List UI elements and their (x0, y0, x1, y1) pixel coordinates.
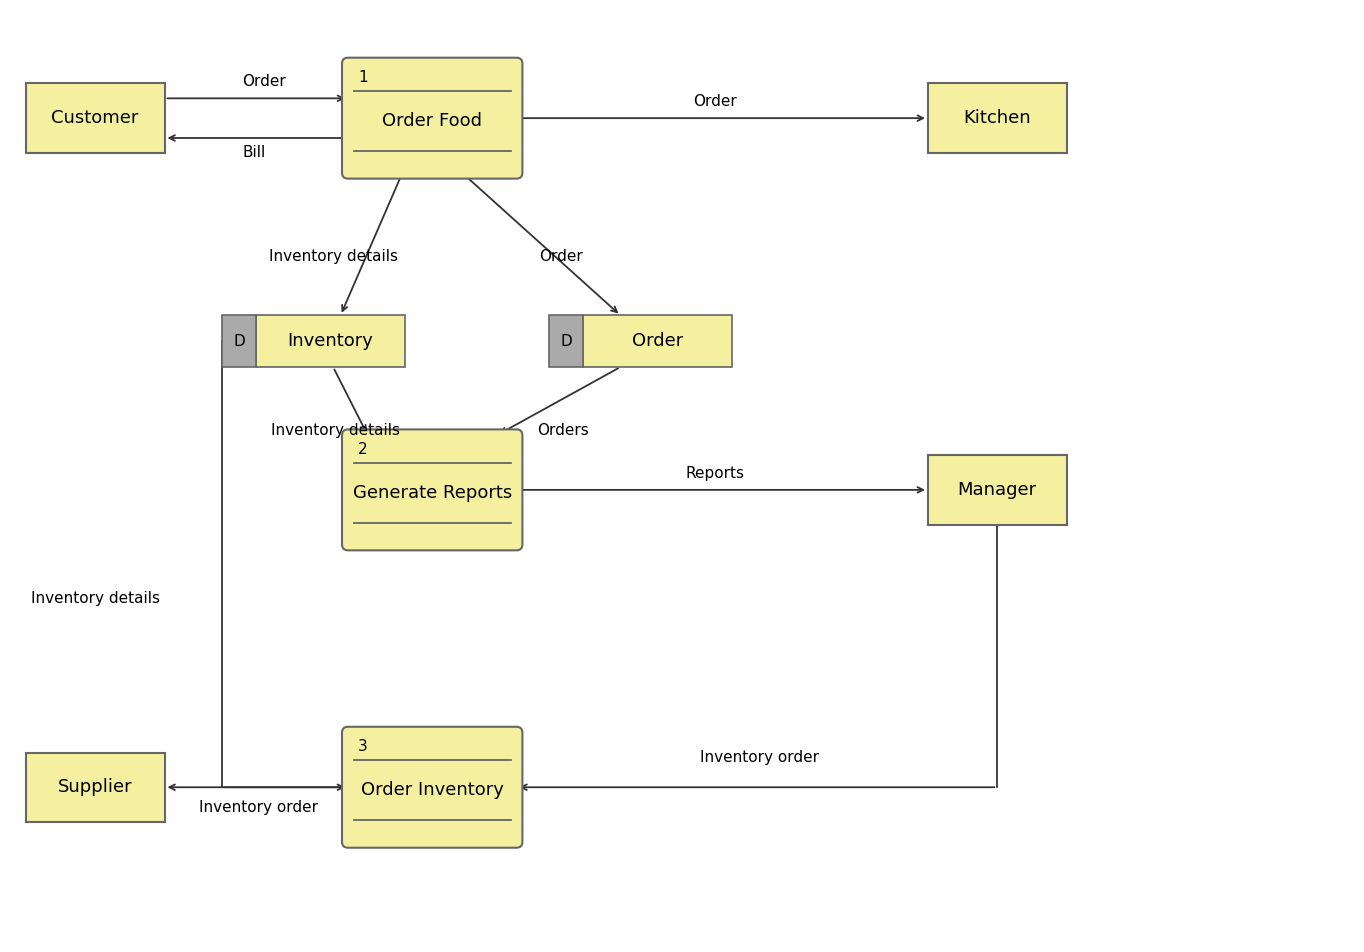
Bar (221, 315, 256, 367)
Text: Inventory details: Inventory details (270, 423, 400, 438)
FancyBboxPatch shape (342, 429, 522, 550)
Text: Bill: Bill (243, 146, 266, 160)
Text: D: D (233, 334, 244, 348)
Text: Generate Reports: Generate Reports (352, 484, 512, 502)
Bar (26, 84, 165, 153)
Text: 2: 2 (357, 442, 367, 457)
Bar (584, 315, 732, 367)
Text: Supplier: Supplier (57, 778, 132, 796)
Text: Inventory: Inventory (288, 332, 374, 350)
Bar (928, 84, 1067, 153)
Bar (928, 455, 1067, 525)
Text: Inventory order: Inventory order (700, 750, 818, 765)
Bar (548, 315, 584, 367)
Text: Reports: Reports (685, 466, 745, 481)
FancyBboxPatch shape (342, 726, 522, 847)
Text: 1: 1 (357, 70, 367, 85)
Text: Manager: Manager (958, 481, 1037, 499)
Bar (256, 315, 405, 367)
Text: Orders: Orders (537, 423, 589, 438)
Text: Customer: Customer (52, 109, 139, 128)
Text: Order Inventory: Order Inventory (360, 782, 503, 800)
Text: Order: Order (693, 94, 737, 109)
Text: Order: Order (241, 74, 285, 89)
Bar (26, 753, 165, 822)
Text: Order: Order (539, 249, 582, 265)
Text: D: D (561, 334, 572, 348)
Text: Kitchen: Kitchen (963, 109, 1031, 128)
Text: 3: 3 (357, 739, 368, 754)
Text: Order Food: Order Food (382, 112, 483, 130)
Text: Inventory details: Inventory details (269, 249, 397, 265)
Text: Inventory order: Inventory order (199, 800, 318, 815)
Text: Order: Order (632, 332, 683, 350)
FancyBboxPatch shape (342, 58, 522, 179)
Text: Inventory details: Inventory details (30, 591, 160, 606)
